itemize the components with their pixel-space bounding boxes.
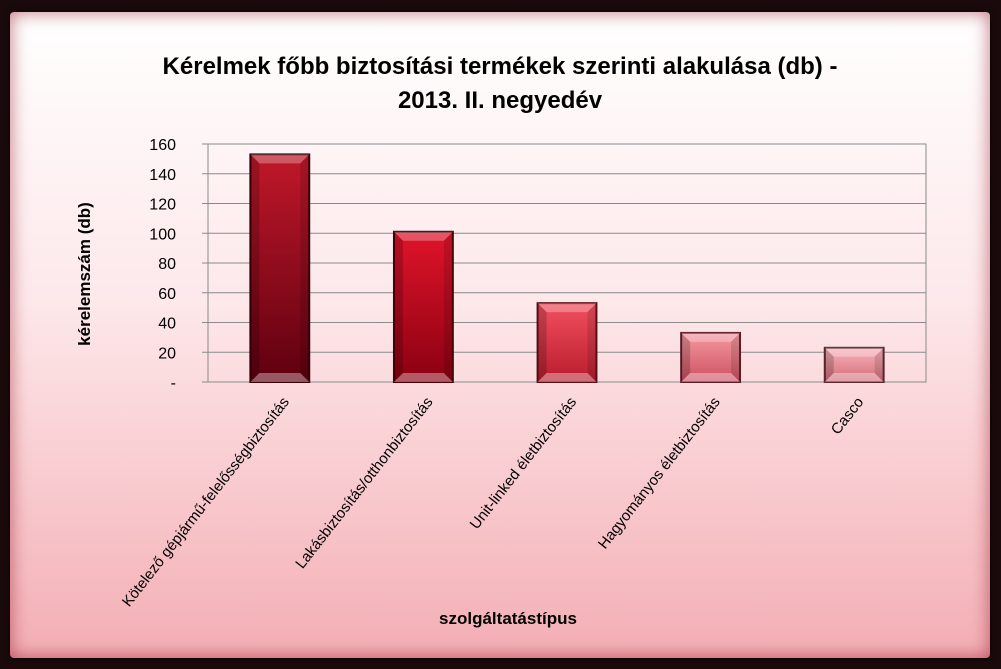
bar: [249, 153, 311, 383]
x-tick-labels: Kötelező gépjármű-felelősségbiztosítás La…: [119, 394, 867, 610]
chart-title-line-1: Kérelmek főbb biztosítási termékek szeri…: [163, 53, 838, 80]
bar: [680, 331, 742, 384]
y-tick-label: 40: [158, 316, 176, 333]
x-tick-label: Casco: [828, 394, 868, 438]
y-tick-label: 160: [149, 137, 176, 154]
x-tick-label: Lakásbiztosítás/otthonbiztosítás: [292, 394, 436, 572]
x-axis-title: szolgáltatástípus: [439, 609, 577, 628]
y-tick-label: 120: [149, 197, 176, 214]
bar: [536, 302, 598, 384]
x-tick-label: Kötelező gépjármű-felelősségbiztosítás: [119, 394, 293, 610]
y-tick-label: 60: [158, 286, 176, 303]
bars: [249, 153, 885, 384]
y-tick-label: 80: [158, 256, 176, 273]
chart-title-line-2: 2013. II. negyedév: [398, 87, 603, 114]
bar: [392, 230, 454, 383]
bar: [823, 346, 885, 384]
y-axis-title: kérelemszám (db): [75, 202, 94, 346]
bar-chart: Kérelmek főbb biztosítási termékek szeri…: [75, 53, 927, 628]
y-tick-label: -: [171, 375, 176, 392]
chart-panel: Kérelmek főbb biztosítási termékek szeri…: [10, 12, 990, 658]
x-tick-label: Unit-linked életbiztosítás: [467, 394, 580, 533]
y-tick-labels: - 20 40 60 80 100 120 140 160: [149, 137, 176, 392]
gridlines: [202, 143, 926, 383]
x-tick-label: Hagyományos életbiztosítás: [595, 394, 724, 552]
y-tick-label: 20: [158, 345, 176, 362]
y-tick-label: 140: [149, 167, 176, 184]
y-tick-label: 100: [149, 226, 176, 243]
